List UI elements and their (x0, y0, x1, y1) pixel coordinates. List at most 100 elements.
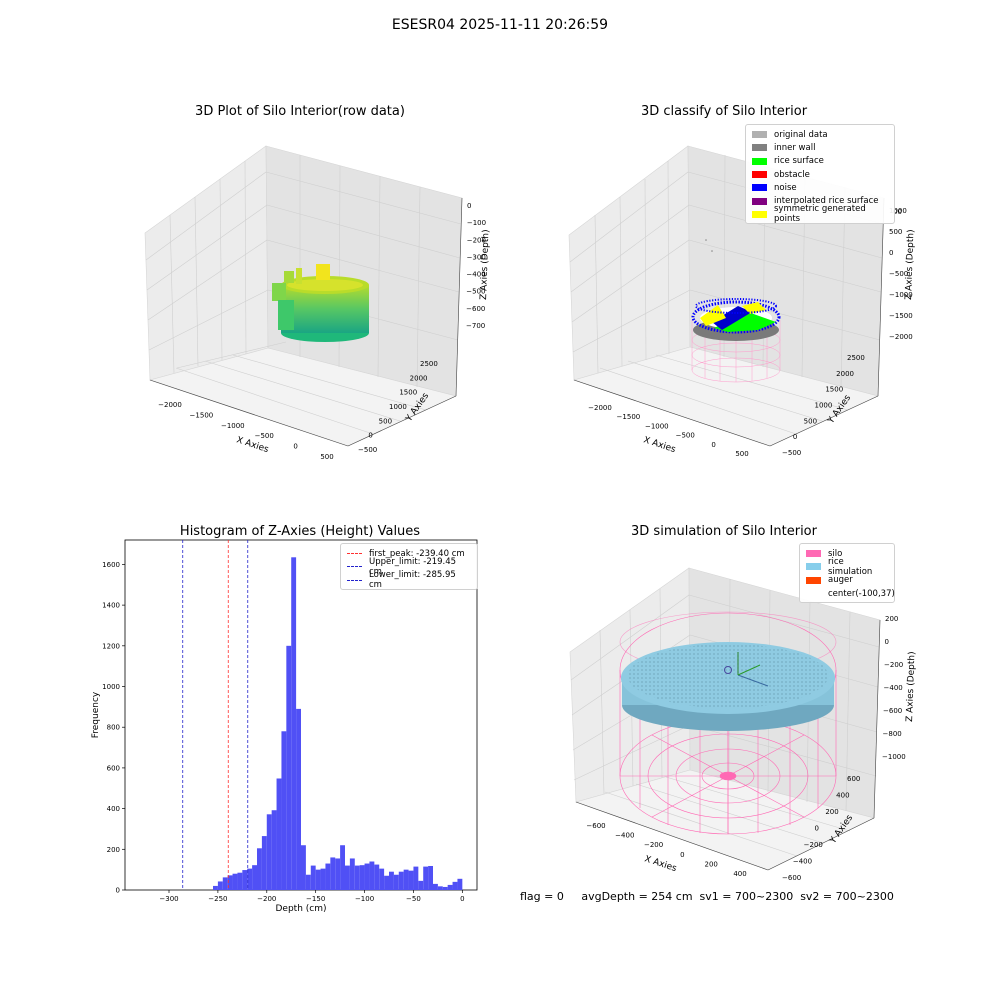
legend-entry: obstacle (752, 168, 888, 181)
z-tick-label: −700 (466, 322, 485, 330)
y-tick-label: 600 (847, 775, 860, 783)
histogram-bar (217, 881, 223, 890)
histogram-bar (305, 874, 311, 890)
z-tick-label: 500 (889, 228, 902, 236)
legend-entry: first_peak: -239.40 cm (347, 547, 471, 560)
panel2-x-ticks: −2000 −1500 −1000 −500 0 500 (588, 404, 749, 458)
histogram-bar (320, 868, 326, 890)
y-tick-label: 0 (793, 433, 797, 441)
y-tick-label: 2000 (836, 370, 854, 378)
histogram-bars (213, 557, 463, 890)
x-tick-label: −1500 (617, 413, 641, 421)
histogram-bar (433, 883, 438, 890)
panel1-zlabel: Z Axies (Depth) (479, 229, 491, 300)
z-tick-label: −200 (467, 236, 486, 244)
panel2-zlabel: Z Axies (Depth) (904, 229, 916, 300)
histogram-bar (403, 869, 409, 890)
legend-swatch (752, 171, 767, 179)
x-tick-label: −2000 (158, 401, 182, 409)
status-footer: flag = 0 avgDepth = 254 cm sv1 = 700~230… (520, 890, 894, 903)
legend-entry: center(-100,37) (806, 587, 895, 600)
x-tick-label: −500 (255, 432, 274, 440)
y-tick-label: 1400 (102, 602, 120, 610)
histogram-bar (296, 708, 301, 890)
histogram-bar (428, 865, 433, 890)
histogram-bar (364, 863, 370, 890)
panel1-title: 3D Plot of Silo Interior(row data) (195, 104, 405, 119)
panel2-xlabel: X Axies (642, 435, 677, 455)
panel4-title: 3D simulation of Silo Interior (631, 524, 817, 539)
histogram-legend: first_peak: -239.40 cm Upper_limit: -219.… (340, 543, 478, 590)
histogram-bar (374, 864, 380, 890)
panel2-z-ticks: 1000 500 0 −500 −1000 −1500 −2000 00 (889, 207, 913, 341)
histogram-bar (286, 645, 292, 890)
legend-entry: original data (752, 128, 888, 141)
panel1-y-ticks: −500 0 500 1000 1500 2000 2500 (358, 360, 438, 454)
histogram-bar (423, 866, 429, 890)
y-tick-label: 1000 (102, 683, 120, 691)
panel4-zlabel: Z Axies (Depth) (905, 651, 917, 722)
z-tick-label: 0 (889, 249, 893, 257)
histogram-bar (354, 865, 360, 890)
y-tick-label: 2000 (410, 374, 428, 382)
panel4-z-ticks: 200 0 −200 −400 −600 −800 −1000 (882, 615, 906, 761)
x-tick-label: −2000 (588, 404, 612, 412)
z-tick-label: 200 (885, 615, 898, 623)
histogram-bar (389, 871, 394, 890)
y-tick-label: 2500 (847, 354, 865, 362)
y-tick-label: −400 (793, 858, 812, 866)
x-tick-label: −50 (406, 895, 421, 903)
legend-entry: noise (752, 181, 888, 194)
histogram-bar (227, 875, 233, 890)
y-tick-label: 2500 (420, 360, 438, 368)
x-tick-label: 0 (460, 895, 464, 903)
panel4-auger (724, 652, 769, 687)
legend-swatch (752, 184, 767, 192)
legend-entry: silo (806, 547, 888, 560)
z-tick-label: 0 (885, 638, 889, 646)
histogram-bar (398, 871, 404, 890)
panel1-x-ticks: −2000 −1500 −1000 −500 0 500 (158, 401, 334, 461)
histogram-bar (276, 778, 282, 890)
panel4-legend: silo rice simulation auger center(-100,37) (799, 543, 895, 604)
z-tick-label-partial: 00 (893, 208, 902, 216)
panel4-axes-lines (575, 619, 881, 871)
histogram-bar (213, 885, 218, 890)
legend-swatch (806, 576, 821, 584)
x-tick-label: 500 (320, 453, 333, 461)
histogram-bar (237, 872, 243, 890)
z-tick-label: −500 (466, 288, 485, 296)
panel1-point-cloud (272, 264, 369, 342)
y-tick-label: 400 (107, 805, 120, 813)
y-tick-label: 1000 (815, 402, 833, 410)
legend-swatch (752, 157, 767, 165)
y-tick-label: −500 (782, 449, 801, 457)
y-tick-label: 1500 (399, 389, 417, 397)
legend-entry: auger (806, 574, 888, 587)
y-tick-label: −600 (782, 874, 801, 882)
legend-label: Lower_limit: -285.95 cm (369, 570, 456, 591)
panel4-3d-plot: −600 −400 −200 0 200 400 −600 −400 −200 0 200 400 6… (569, 567, 917, 882)
legend-swatch (347, 579, 362, 581)
z-tick-label: −600 (883, 707, 902, 715)
x-tick-label: 0 (293, 443, 297, 451)
panel2-title: 3D classify of Silo Interior (640, 104, 808, 119)
x-tick-label: −250 (208, 895, 227, 903)
x-tick-label: −400 (615, 832, 634, 840)
y-tick-label: 800 (107, 724, 120, 732)
x-tick-label: −100 (355, 895, 374, 903)
histogram-bar (413, 866, 419, 890)
histogram-bar (335, 858, 341, 890)
x-tick-label: 0 (711, 441, 715, 449)
panel3-title: Histogram of Z-Axies (Height) Values (179, 524, 421, 539)
y-tick-label: 400 (836, 792, 849, 800)
histogram-bar (222, 877, 228, 890)
z-tick-label: −1000 (889, 291, 913, 299)
legend-entry: interpolated rice surface (752, 194, 888, 207)
y-tick-label: 0 (116, 887, 120, 895)
histogram-bar (384, 875, 389, 890)
y-tick-label: 1500 (825, 386, 843, 394)
histogram-bar (379, 868, 385, 890)
histogram-bar (408, 870, 414, 890)
legend-label: center(-100,37) (828, 588, 895, 599)
